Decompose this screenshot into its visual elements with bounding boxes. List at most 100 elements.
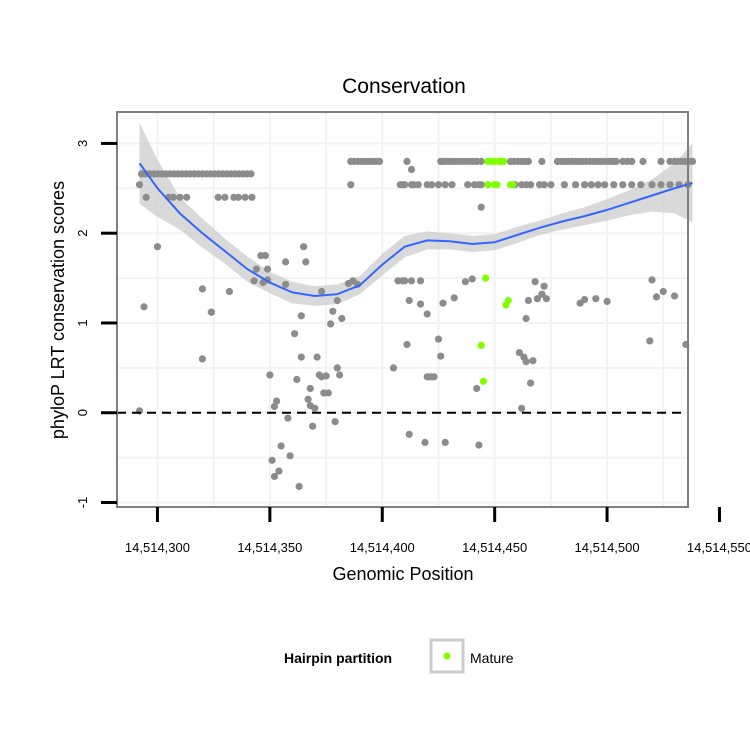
data-point xyxy=(542,295,551,303)
data-point xyxy=(421,438,429,446)
data-point xyxy=(601,181,609,189)
data-point xyxy=(657,181,665,189)
data-point xyxy=(477,181,485,189)
chart-title: Conservation xyxy=(342,75,466,98)
data-point xyxy=(297,353,305,361)
data-point xyxy=(538,157,546,165)
data-point xyxy=(527,181,535,189)
y-tick-label: -1 xyxy=(75,497,90,509)
data-point xyxy=(581,296,589,304)
data-point xyxy=(468,275,476,283)
data-point xyxy=(261,252,269,260)
data-point xyxy=(581,181,589,189)
data-point xyxy=(207,308,215,316)
data-point-mature xyxy=(509,181,517,189)
data-point xyxy=(331,418,339,426)
data-point xyxy=(135,181,144,189)
data-point-mature xyxy=(484,181,492,189)
data-point xyxy=(142,193,150,201)
data-point xyxy=(277,442,285,450)
data-point xyxy=(434,335,443,343)
data-point xyxy=(252,265,260,273)
data-point xyxy=(304,395,312,403)
data-point xyxy=(183,193,191,201)
data-point xyxy=(688,157,697,165)
y-tick-label: 3 xyxy=(75,140,90,147)
data-point xyxy=(311,404,319,412)
data-point xyxy=(414,181,422,189)
data-point xyxy=(603,297,611,305)
x-tick-label: 14,514,400 xyxy=(350,540,415,555)
data-points xyxy=(135,157,697,490)
data-point xyxy=(234,193,242,201)
data-point xyxy=(448,181,456,189)
data-point xyxy=(306,384,314,393)
data-point xyxy=(300,243,308,251)
data-point xyxy=(628,181,636,189)
data-point xyxy=(376,157,384,165)
data-point xyxy=(169,193,177,201)
data-point xyxy=(282,258,290,266)
data-point xyxy=(522,314,530,323)
data-point xyxy=(423,310,431,318)
data-point xyxy=(430,373,438,381)
data-point xyxy=(270,402,278,411)
data-point xyxy=(273,397,281,405)
data-point xyxy=(329,307,337,315)
data-point xyxy=(587,181,595,189)
data-point xyxy=(198,285,206,293)
data-point xyxy=(657,157,665,165)
data-point xyxy=(524,157,533,165)
data-point xyxy=(437,352,445,360)
data-point xyxy=(434,181,443,189)
data-point xyxy=(403,340,411,349)
data-point xyxy=(336,371,344,379)
data-point xyxy=(347,181,355,189)
data-point xyxy=(264,265,272,273)
data-point xyxy=(176,193,184,201)
data-point xyxy=(441,181,449,189)
data-point xyxy=(302,258,310,266)
data-point xyxy=(275,467,283,475)
data-point xyxy=(416,300,425,308)
data-point-mature xyxy=(504,296,512,305)
data-point xyxy=(439,299,447,307)
data-point xyxy=(389,364,398,372)
y-tick-label: 0 xyxy=(75,409,90,416)
data-point xyxy=(648,181,656,189)
data-point xyxy=(270,472,278,481)
data-point xyxy=(250,277,258,285)
data-point xyxy=(646,337,654,345)
data-point xyxy=(333,296,341,305)
data-point xyxy=(464,181,472,189)
data-point-mature xyxy=(477,341,485,349)
data-point xyxy=(560,181,569,189)
y-axis-title: phyloP LRT conservation scores xyxy=(48,181,68,439)
data-point xyxy=(214,193,222,201)
data-point xyxy=(327,320,335,328)
x-tick-label: 14,514,350 xyxy=(237,540,302,555)
data-point xyxy=(639,157,647,165)
data-point xyxy=(394,277,402,285)
data-point xyxy=(527,379,535,387)
data-point xyxy=(268,456,276,464)
y-axis: -1 0 1 2 3 xyxy=(75,140,117,508)
smooth-line xyxy=(138,162,693,298)
data-point-mature xyxy=(493,181,501,189)
data-point xyxy=(428,181,436,189)
data-point xyxy=(670,292,679,300)
data-point xyxy=(441,438,449,446)
data-point xyxy=(540,181,548,189)
data-point xyxy=(140,303,148,311)
data-point xyxy=(461,278,469,286)
data-point xyxy=(477,203,485,211)
data-point xyxy=(241,193,249,201)
data-point xyxy=(266,371,274,379)
confidence-band xyxy=(139,122,693,306)
data-point xyxy=(153,243,162,251)
data-point xyxy=(322,372,330,380)
data-point xyxy=(291,330,299,338)
data-point xyxy=(225,287,233,296)
data-point xyxy=(313,353,321,361)
data-point xyxy=(670,157,679,165)
